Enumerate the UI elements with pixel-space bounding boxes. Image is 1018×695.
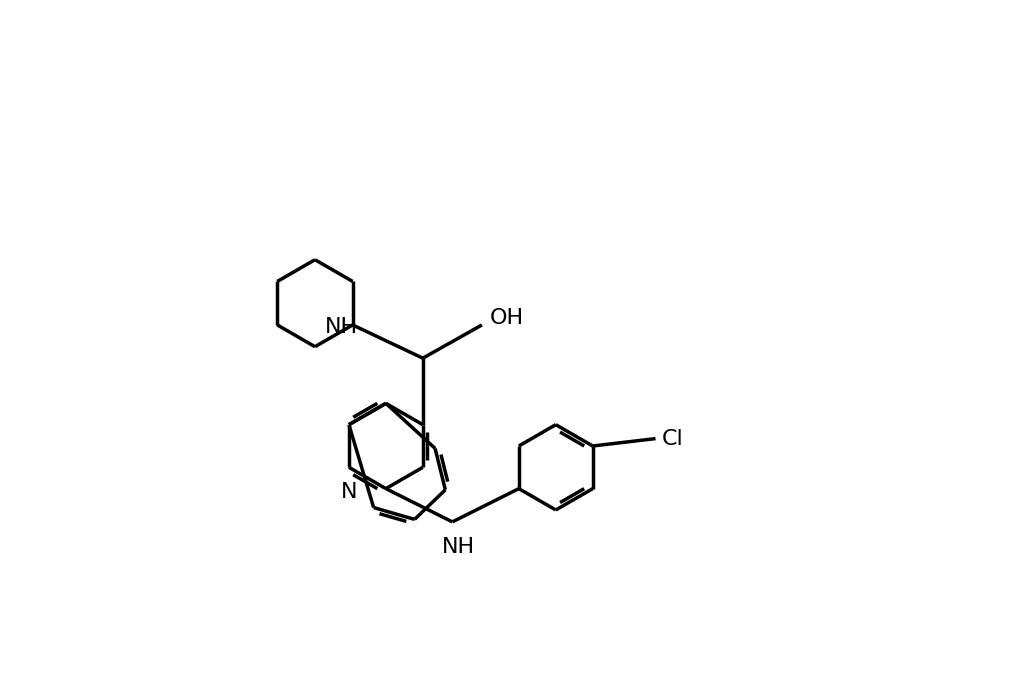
Text: NH: NH — [325, 317, 358, 337]
Text: OH: OH — [490, 309, 524, 328]
Text: Cl: Cl — [662, 429, 684, 448]
Text: NH: NH — [443, 537, 475, 557]
Text: N: N — [341, 482, 357, 502]
